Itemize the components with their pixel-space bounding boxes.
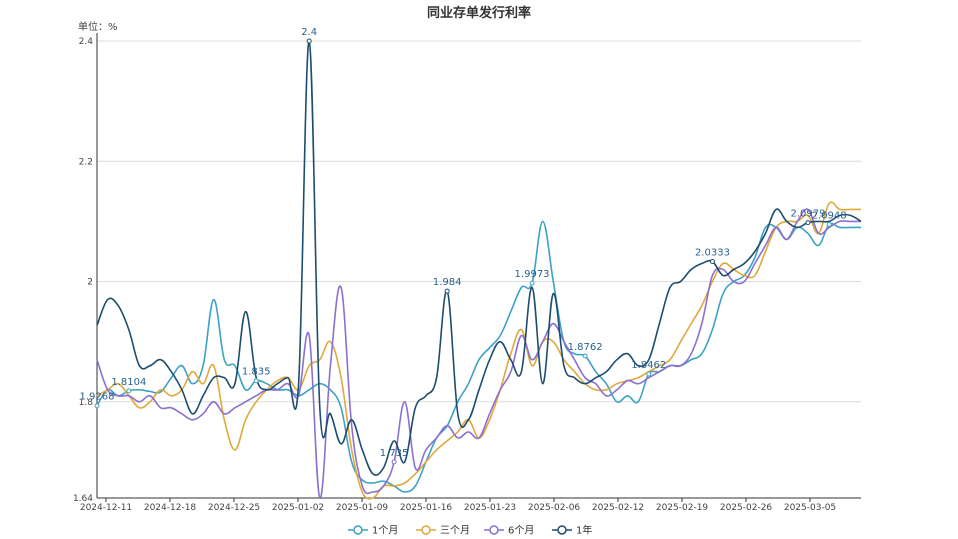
x-tick-label: 2025-01-09 xyxy=(336,503,389,513)
x-tick-label: 2025-02-26 xyxy=(720,503,773,513)
data-point-marker xyxy=(126,388,132,394)
series-line[interactable] xyxy=(96,208,861,499)
data-point-marker xyxy=(391,459,397,465)
legend-label: 1个月 xyxy=(372,525,398,537)
series-layer xyxy=(96,40,862,500)
data-label: 2.4 xyxy=(301,27,317,38)
x-tick-label: 2025-02-19 xyxy=(656,503,709,513)
x-tick-label: 2025-02-06 xyxy=(528,503,581,513)
legend-marker-icon xyxy=(557,525,567,535)
y-tick-label: 2.2 xyxy=(79,157,93,167)
data-label: 1.9973 xyxy=(515,269,550,280)
data-label: 1.984 xyxy=(433,277,462,288)
data-label: 1.8462 xyxy=(631,360,666,371)
data-point-marker xyxy=(805,220,811,226)
legend-label: 1年 xyxy=(576,524,592,537)
legend-item[interactable]: 1年 xyxy=(552,524,592,537)
legend-label: 三个月 xyxy=(440,525,470,537)
data-point-marker xyxy=(826,222,832,228)
x-tick-label: 2024-12-18 xyxy=(144,503,197,513)
x-tick-label: 2025-02-12 xyxy=(592,503,644,513)
chart-title: 同业存单发行利率 xyxy=(426,6,531,21)
series-line[interactable] xyxy=(96,201,861,500)
x-tick-label: 2025-03-05 xyxy=(784,503,836,513)
data-point-marker xyxy=(94,403,100,409)
axis-layer: 1.64 1.8 2 2.2 2.4 2024-12-11 2024-12-18 2024-1… xyxy=(73,33,861,513)
legend-item[interactable]: 三个月 xyxy=(416,525,470,537)
legend-marker-icon xyxy=(489,525,499,535)
x-tick-label: 2025-01-16 xyxy=(400,503,453,513)
y-tick-label: 2.4 xyxy=(79,37,94,47)
data-point-marker xyxy=(646,371,652,377)
data-label: 1.8762 xyxy=(568,342,603,353)
y-tick-label: 1.64 xyxy=(73,494,93,504)
grid-layer xyxy=(97,40,861,499)
data-label-layer: 1.9268 1.8104 1.835 2.4 1.735 1.984 1.9973 1.87… xyxy=(80,27,847,465)
legend-label: 6个月 xyxy=(508,525,534,537)
data-point-marker xyxy=(709,259,715,265)
data-label: 1.735 xyxy=(380,448,409,459)
x-tick-label: 2025-01-23 xyxy=(464,503,516,513)
data-point-marker xyxy=(582,353,588,359)
data-point-marker xyxy=(444,288,450,294)
data-label: 2.0333 xyxy=(695,248,730,259)
data-label: 1.9268 xyxy=(80,392,115,403)
x-tick-label: 2024-12-11 xyxy=(80,503,132,513)
series-line[interactable] xyxy=(96,40,862,476)
data-label: 2.0979 xyxy=(790,209,825,220)
legend-item[interactable]: 1个月 xyxy=(348,525,398,537)
x-tick-label: 2024-12-25 xyxy=(208,503,260,513)
legend[interactable]: 1个月 三个月 6个月 1年 xyxy=(348,524,592,537)
data-label: 1.8104 xyxy=(111,377,146,388)
legend-item[interactable]: 6个月 xyxy=(484,525,534,537)
data-point-marker xyxy=(306,38,312,44)
y-tick-label: 2 xyxy=(87,278,93,288)
data-point-marker xyxy=(529,280,535,286)
legend-marker-icon xyxy=(421,525,431,535)
data-label: 1.835 xyxy=(242,367,271,378)
x-tick-label: 2025-01-02 xyxy=(272,503,324,513)
legend-marker-icon xyxy=(353,525,363,535)
y-axis-unit-label: 单位：% xyxy=(78,22,118,33)
data-point-marker xyxy=(253,378,259,384)
y-tick-label: 1.8 xyxy=(79,398,94,408)
data-label: 2.0948 xyxy=(812,211,847,222)
